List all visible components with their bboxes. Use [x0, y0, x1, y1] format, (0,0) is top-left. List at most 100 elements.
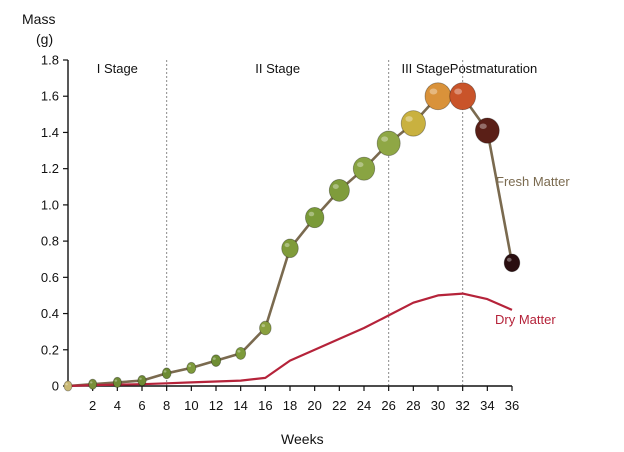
fruit-body: [210, 354, 222, 367]
fruit-highlight: [479, 123, 487, 129]
fruit-highlight: [237, 349, 241, 353]
x-tick-label: 16: [258, 398, 272, 413]
y-axis-label-mass: Mass: [22, 11, 55, 27]
fruit-body: [112, 376, 122, 388]
fruit-marker: [449, 82, 477, 111]
fruit-highlight: [65, 383, 68, 386]
x-tick-label: 14: [233, 398, 247, 413]
x-tick-label: 2: [89, 398, 96, 413]
fruit-body: [281, 238, 299, 259]
x-tick-label: 22: [332, 398, 346, 413]
fruit-body: [305, 206, 325, 229]
fruit-highlight: [506, 257, 512, 262]
x-tick-label: 12: [209, 398, 223, 413]
x-tick-label: 4: [114, 398, 121, 413]
fruit-marker: [400, 110, 426, 137]
x-tick-label: 30: [431, 398, 445, 413]
fruit-marker: [137, 375, 147, 387]
fruit-body: [259, 320, 272, 336]
x-tick-label: 6: [138, 398, 145, 413]
y-tick-label: 0.4: [41, 306, 59, 321]
fruit-marker: [63, 380, 73, 392]
fruit-body: [161, 367, 172, 380]
fruit-body: [475, 117, 500, 144]
fruit-body: [186, 361, 197, 374]
fruit-marker: [503, 253, 521, 273]
fruit-marker: [161, 367, 172, 380]
fruit-highlight: [357, 162, 364, 168]
y-tick-label: 0.8: [41, 234, 59, 249]
series-label-fresh-matter: Fresh Matter: [496, 174, 570, 189]
x-ticks: 2 4 6 8 10 12 14 16 18 20 22 24 26 28 30 32 34 36: [89, 386, 519, 413]
fruit-marker: [475, 117, 500, 144]
y-tick-label: 1.6: [41, 89, 59, 104]
fruit-body: [352, 156, 376, 181]
y-tick-label: 1.4: [41, 125, 59, 140]
fruit-body: [400, 110, 426, 137]
fruit-highlight: [454, 88, 463, 95]
fruit-highlight: [139, 377, 142, 380]
fruit-marker: [424, 82, 452, 111]
fruit-highlight: [163, 370, 167, 373]
fruit-highlight: [284, 243, 290, 248]
fruit-marker: [328, 179, 350, 202]
fruit-highlight: [188, 364, 192, 368]
fruit-highlight: [90, 381, 93, 384]
fruit-marker: [186, 361, 197, 374]
x-tick-label: 8: [163, 398, 170, 413]
fruit-body: [424, 82, 452, 111]
stage-label: I Stage: [97, 61, 138, 76]
y-axis-label-unit: (g): [36, 31, 53, 47]
fruit-highlight: [114, 379, 118, 382]
fruit-marker: [259, 320, 272, 336]
x-tick-label: 20: [307, 398, 321, 413]
fruit-body: [449, 82, 477, 111]
fruit-marker: [112, 376, 122, 388]
y-tick-label: 0: [52, 379, 59, 394]
y-ticks: 0 0.2 0.4 0.6 0.8 1.0 1.2 1.4 1.6 1.8: [41, 53, 68, 394]
axes: [67, 60, 512, 387]
fruit-highlight: [261, 324, 266, 328]
fruit-marker: [88, 378, 98, 390]
fruit-body: [376, 130, 401, 156]
y-tick-label: 0.6: [41, 270, 59, 285]
fruit-marker: [352, 156, 376, 181]
fruit-marker: [210, 354, 222, 367]
fruit-highlight: [308, 211, 315, 217]
series-label-dry-matter: Dry Matter: [495, 312, 556, 327]
x-tick-label: 34: [480, 398, 494, 413]
dry-matter-line: [67, 292, 513, 388]
fruit-highlight: [429, 88, 438, 95]
fruit-highlight: [332, 184, 339, 189]
fruit-marker: [376, 130, 401, 156]
x-tick-label: 26: [381, 398, 395, 413]
fruit-highlight: [212, 357, 216, 360]
fruit-body: [503, 253, 521, 273]
x-tick-label: 28: [406, 398, 420, 413]
fruit-marker: [305, 206, 325, 229]
fruit-highlight: [381, 136, 389, 142]
stage-label: Postmaturation: [450, 61, 537, 76]
x-tick-label: 10: [184, 398, 198, 413]
y-tick-label: 1.2: [41, 161, 59, 176]
y-tick-label: 0.2: [41, 342, 59, 357]
fruit-body: [235, 346, 247, 360]
y-tick-label: 1.0: [41, 197, 59, 212]
stage-label: II Stage: [255, 61, 300, 76]
fruit-markers: [63, 82, 521, 392]
x-tick-label: 24: [357, 398, 371, 413]
x-axis-label: Weeks: [281, 431, 324, 447]
stage-dividers: I Stage II Stage III Stage Postmaturation: [97, 60, 537, 386]
fruit-body: [88, 378, 98, 390]
fruit-body: [328, 179, 350, 202]
fruit-highlight: [405, 116, 413, 122]
fruit-marker: [235, 346, 247, 360]
stage-label: III Stage: [401, 61, 449, 76]
x-tick-label: 36: [505, 398, 519, 413]
y-tick-label: 1.8: [41, 53, 59, 68]
x-tick-label: 32: [455, 398, 469, 413]
fruit-body: [63, 380, 73, 392]
fruit-body: [137, 375, 147, 387]
fruit-marker: [281, 238, 299, 259]
